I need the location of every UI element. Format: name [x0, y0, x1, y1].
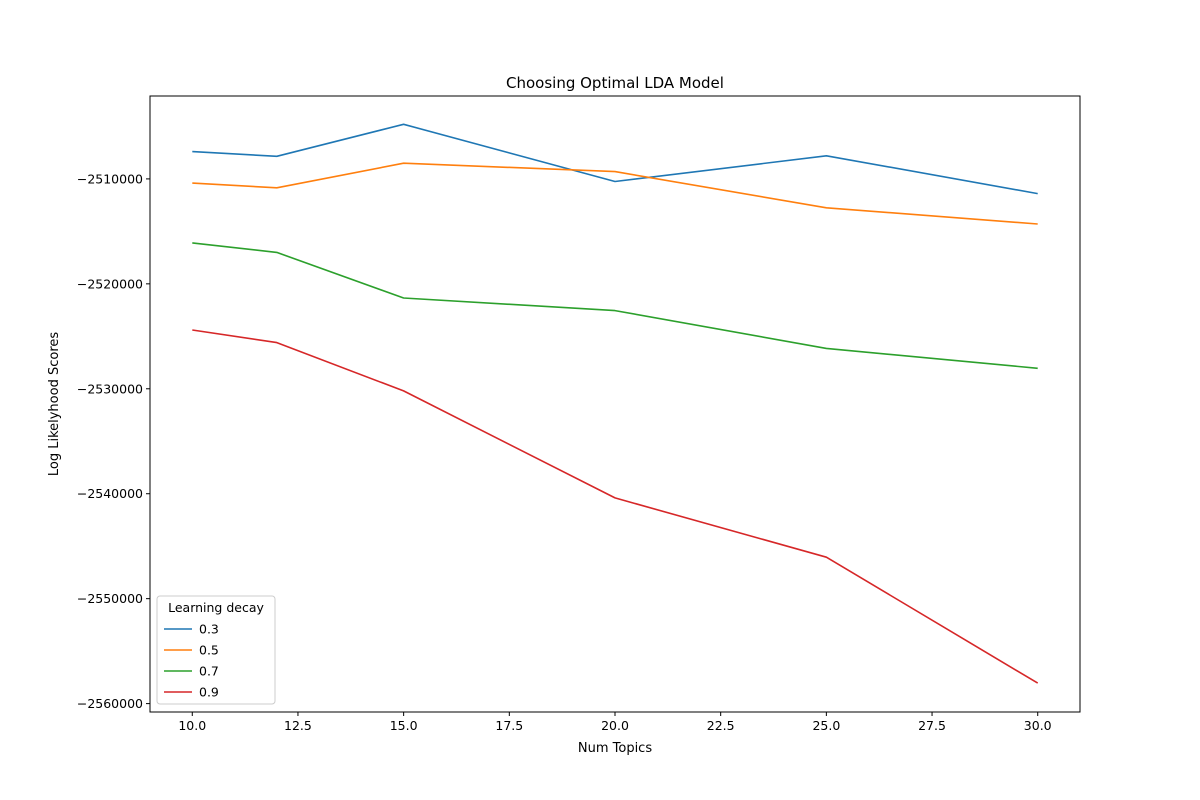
legend-label: 0.9 [199, 685, 219, 700]
legend: Learning decay 0.3 0.5 0.7 0.9 [156, 595, 276, 705]
x-tick-label: 12.5 [284, 718, 312, 733]
legend-entries: 0.3 0.5 0.7 0.9 [164, 622, 219, 700]
series-line-0-7 [192, 242, 1038, 370]
y-tick-label: −2560000 [77, 696, 143, 711]
x-tick-label: 22.5 [707, 718, 735, 733]
x-tick-label: 10.0 [178, 718, 206, 733]
x-tick-label: 25.0 [812, 718, 840, 733]
x-tick-label: 17.5 [495, 718, 523, 733]
series-line-0-3 [192, 123, 1038, 195]
legend-label: 0.5 [199, 643, 219, 658]
y-tick-label: −2540000 [77, 486, 143, 501]
x-tick-label: 15.0 [390, 718, 418, 733]
legend-label: 0.3 [199, 622, 219, 637]
y-tick-label: −2550000 [77, 591, 143, 606]
x-axis-label: Num Topics [578, 741, 652, 756]
series-line-0-5 [192, 162, 1038, 225]
series-line-0-9 [192, 329, 1039, 684]
legend-box [156, 595, 276, 705]
y-axis-label: Log Likelyhood Scores [47, 332, 62, 477]
chart-title: Choosing Optimal LDA Model [506, 74, 724, 92]
plot-area [192, 123, 1039, 684]
legend-title: Learning decay [168, 600, 264, 615]
x-tick-label: 30.0 [1024, 718, 1052, 733]
x-tick-label: 27.5 [918, 718, 946, 733]
y-tick-label: −2510000 [77, 171, 143, 186]
y-tick-label: −2530000 [77, 381, 143, 396]
y-axis: −2510000 −2520000 −2530000 −2540000 −2550000… [77, 171, 150, 711]
y-tick-label: −2520000 [77, 276, 143, 291]
x-axis: 10.0 12.5 15.0 17.5 20.0 22.5 25.0 27.5 30.0 [178, 712, 1052, 733]
x-tick-label: 20.0 [601, 718, 629, 733]
legend-label: 0.7 [199, 664, 219, 679]
